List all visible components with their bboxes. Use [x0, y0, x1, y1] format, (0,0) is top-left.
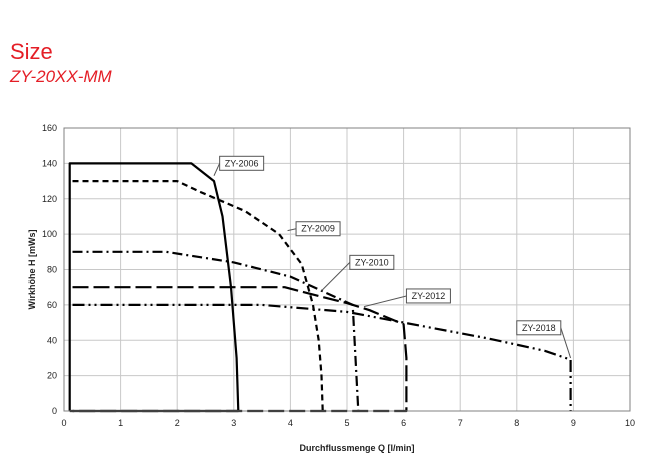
callout-zy-2010: ZY-2010	[321, 254, 395, 292]
callout-zy-2009: ZY-2009	[287, 221, 341, 237]
y-tick-label: 20	[47, 371, 57, 381]
series-zy-2018	[72, 303, 572, 411]
series-zy-2010	[72, 250, 360, 412]
chart-callouts: ZY-2006 ZY-2009 ZY-2010 ZY-2012 ZY-2018	[213, 155, 572, 359]
x-tick-label: 0	[61, 418, 66, 428]
y-axis-label: Wirkhöhe H [mWs]	[27, 230, 37, 310]
page-title: Size	[10, 39, 53, 64]
x-tick-label: 9	[571, 418, 576, 428]
callout-leader	[560, 327, 572, 359]
x-tick-label: 4	[288, 418, 293, 428]
y-tick-label: 120	[42, 194, 57, 204]
series-zy-2012	[72, 286, 408, 413]
page-subtitle: ZY-20XX-MM	[10, 67, 112, 86]
x-axis-label: Durchflussmenge Q [l/min]	[299, 443, 414, 453]
y-tick-label: 100	[42, 229, 57, 239]
callout-box	[349, 254, 395, 270]
y-tick-label: 0	[52, 406, 57, 416]
x-tick-label: 8	[514, 418, 519, 428]
callout-box	[295, 221, 341, 237]
x-tick-label: 5	[344, 418, 349, 428]
callout-zy-2012: ZY-2012	[363, 288, 451, 308]
series-zy-2009	[72, 180, 324, 412]
y-tick-label: 160	[42, 123, 57, 133]
callout-box	[516, 320, 562, 336]
x-tick-label: 1	[118, 418, 123, 428]
callout-box	[219, 155, 265, 171]
callout-zy-2006: ZY-2006	[213, 155, 265, 176]
chart-grid	[63, 127, 631, 412]
callout-label: ZY-2006	[225, 158, 259, 168]
x-tick-label: 10	[625, 418, 635, 428]
y-tick-label: 80	[47, 265, 57, 275]
x-tick-label: 6	[401, 418, 406, 428]
callout-label: ZY-2018	[522, 323, 556, 333]
callout-leader	[363, 295, 407, 308]
callout-leader	[321, 261, 351, 292]
x-tick-label: 3	[231, 418, 236, 428]
callout-leader	[213, 163, 221, 176]
y-tick-label: 40	[47, 335, 57, 345]
y-tick-label: 60	[47, 300, 57, 310]
callout-label: ZY-2010	[355, 257, 389, 267]
y-tick-label: 140	[42, 158, 57, 168]
callout-leader	[287, 228, 297, 232]
callout-label: ZY-2009	[301, 224, 335, 234]
callout-label: ZY-2012	[412, 291, 446, 301]
callout-box	[405, 288, 451, 304]
series-zy-2006	[68, 162, 240, 413]
x-tick-label: 2	[175, 418, 180, 428]
x-tick-label: 7	[458, 418, 463, 428]
plot-frame	[63, 127, 631, 412]
chart-series-layer	[68, 162, 572, 413]
callout-zy-2018: ZY-2018	[516, 320, 572, 359]
